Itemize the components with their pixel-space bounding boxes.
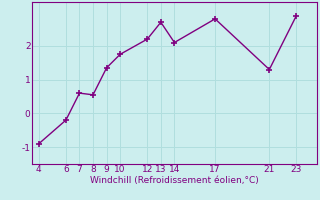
X-axis label: Windchill (Refroidissement éolien,°C): Windchill (Refroidissement éolien,°C) — [90, 176, 259, 185]
